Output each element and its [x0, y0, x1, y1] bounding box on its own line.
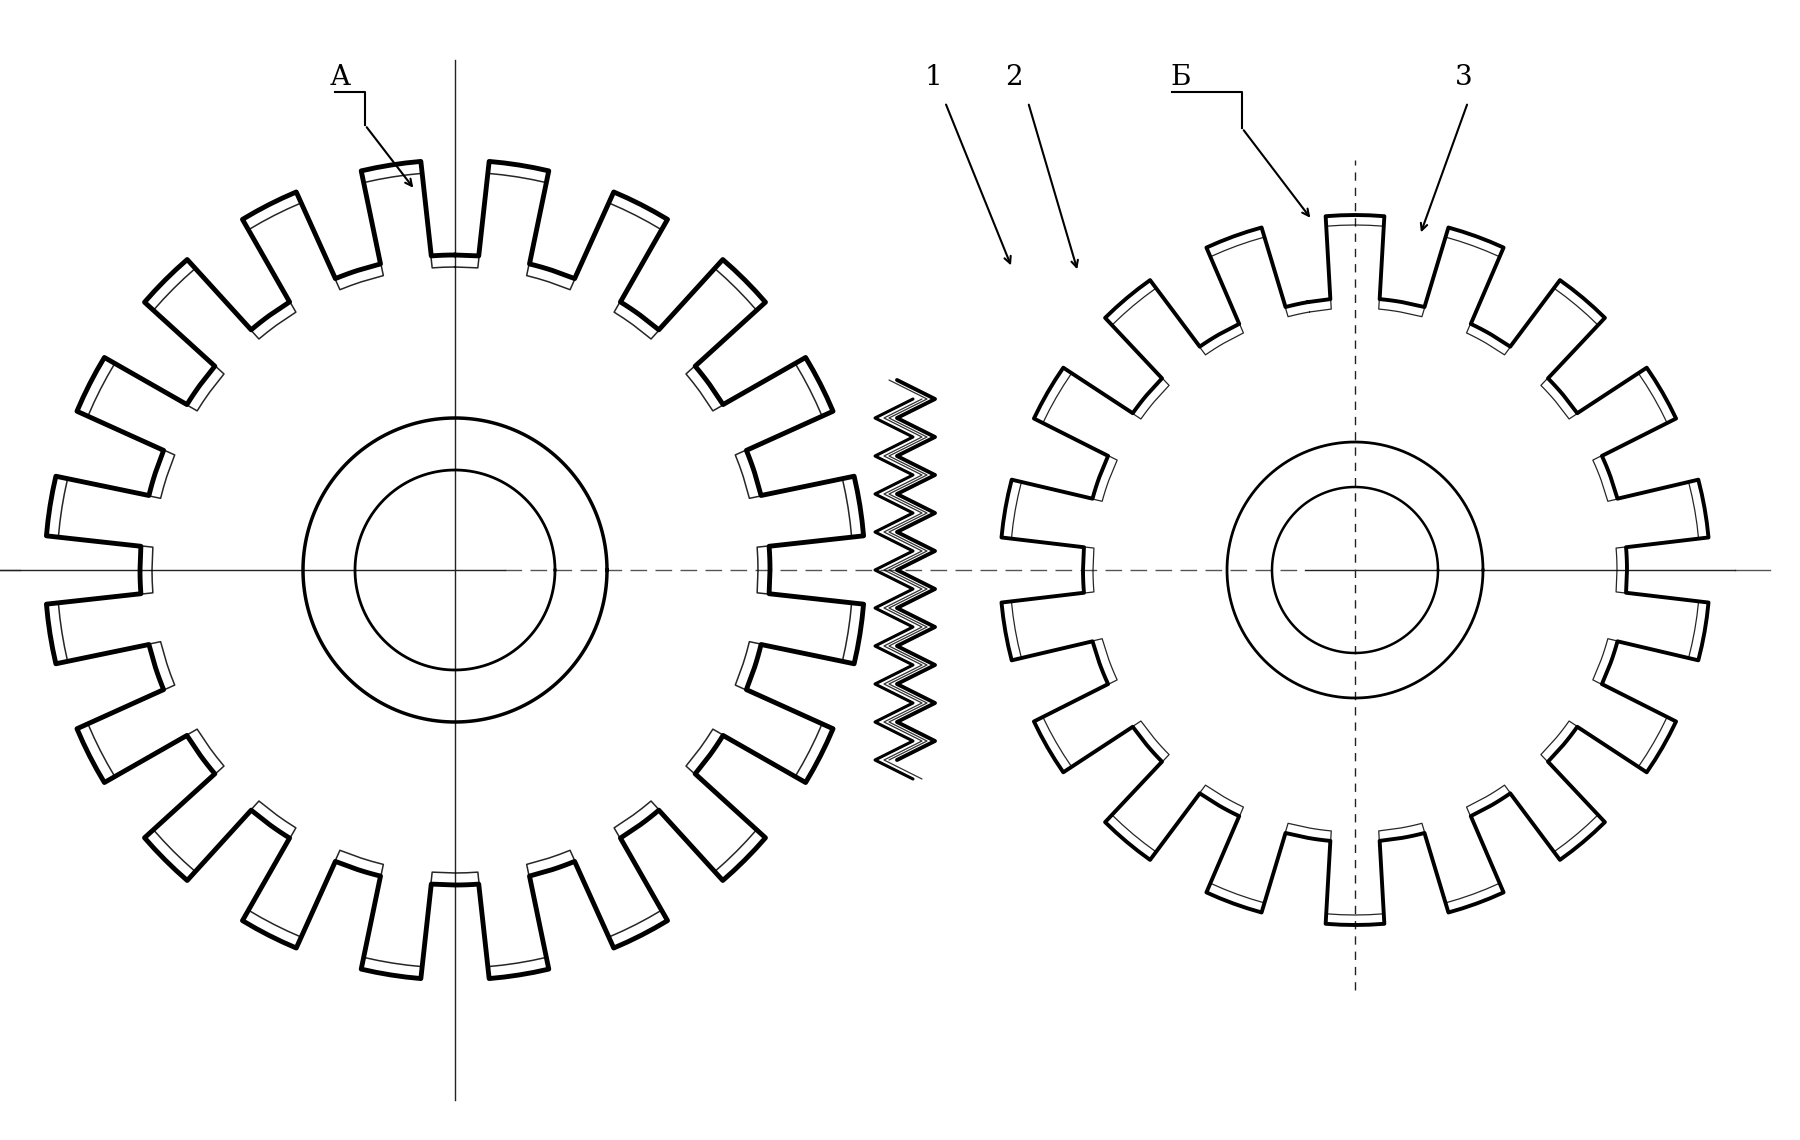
Text: 1: 1: [925, 64, 943, 91]
Text: 3: 3: [1454, 64, 1472, 91]
Text: А: А: [329, 64, 351, 91]
Text: Б: Б: [1170, 64, 1190, 91]
Text: 2: 2: [1004, 64, 1022, 91]
